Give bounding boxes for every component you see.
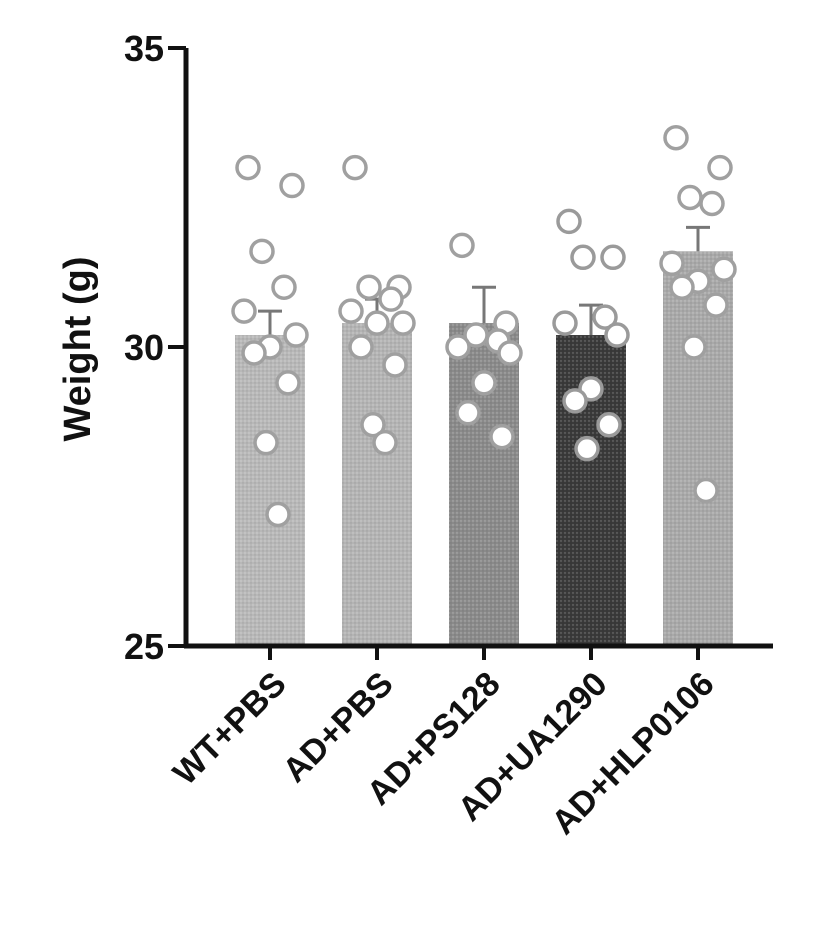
data-point-1-8 xyxy=(384,354,406,376)
data-point-0-5 xyxy=(285,324,307,346)
data-point-1-3 xyxy=(380,288,402,310)
data-point-1-6 xyxy=(366,312,388,334)
data-point-2-0 xyxy=(451,234,473,256)
data-point-3-4 xyxy=(554,312,576,334)
data-point-0-4 xyxy=(233,300,255,322)
y-tick-label-1: 30 xyxy=(124,327,164,368)
data-point-3-0 xyxy=(558,210,580,232)
data-point-0-9 xyxy=(255,432,277,454)
data-point-4-4 xyxy=(661,252,683,274)
data-point-3-2 xyxy=(572,246,594,268)
data-point-2-5 xyxy=(499,342,521,364)
data-point-1-2 xyxy=(358,276,380,298)
data-point-1-10 xyxy=(374,432,396,454)
data-point-0-2 xyxy=(251,240,273,262)
data-point-2-4 xyxy=(447,336,469,358)
bars-layer xyxy=(235,227,733,646)
data-point-0-8 xyxy=(277,372,299,394)
data-point-1-7 xyxy=(350,336,372,358)
data-point-4-3 xyxy=(701,192,723,214)
data-point-0-7 xyxy=(243,342,265,364)
x-tick-label-0: WT+PBS xyxy=(166,665,294,793)
data-point-0-0 xyxy=(237,157,259,179)
data-point-3-5 xyxy=(606,324,628,346)
data-point-0-3 xyxy=(273,276,295,298)
y-axis-label: Weight (g) xyxy=(57,256,99,441)
data-point-0-10 xyxy=(267,503,289,525)
data-point-1-5 xyxy=(392,312,414,334)
data-point-4-1 xyxy=(709,157,731,179)
data-point-4-8 xyxy=(705,294,727,316)
data-point-3-1 xyxy=(602,246,624,268)
data-point-3-7 xyxy=(564,390,586,412)
data-point-4-2 xyxy=(679,187,701,209)
data-point-4-5 xyxy=(713,258,735,280)
data-point-4-9 xyxy=(683,336,705,358)
data-point-2-8 xyxy=(491,426,513,448)
y-tick-label-0: 25 xyxy=(124,626,164,667)
data-point-3-9 xyxy=(576,438,598,460)
data-point-4-7 xyxy=(671,276,693,298)
data-point-1-0 xyxy=(344,157,366,179)
data-point-2-7 xyxy=(457,402,479,424)
data-point-2-6 xyxy=(473,372,495,394)
data-point-1-4 xyxy=(340,300,362,322)
y-tick-label-2: 35 xyxy=(124,28,164,69)
data-point-0-1 xyxy=(281,175,303,197)
data-point-4-10 xyxy=(695,480,717,502)
data-point-4-0 xyxy=(665,127,687,149)
data-point-3-8 xyxy=(598,414,620,436)
